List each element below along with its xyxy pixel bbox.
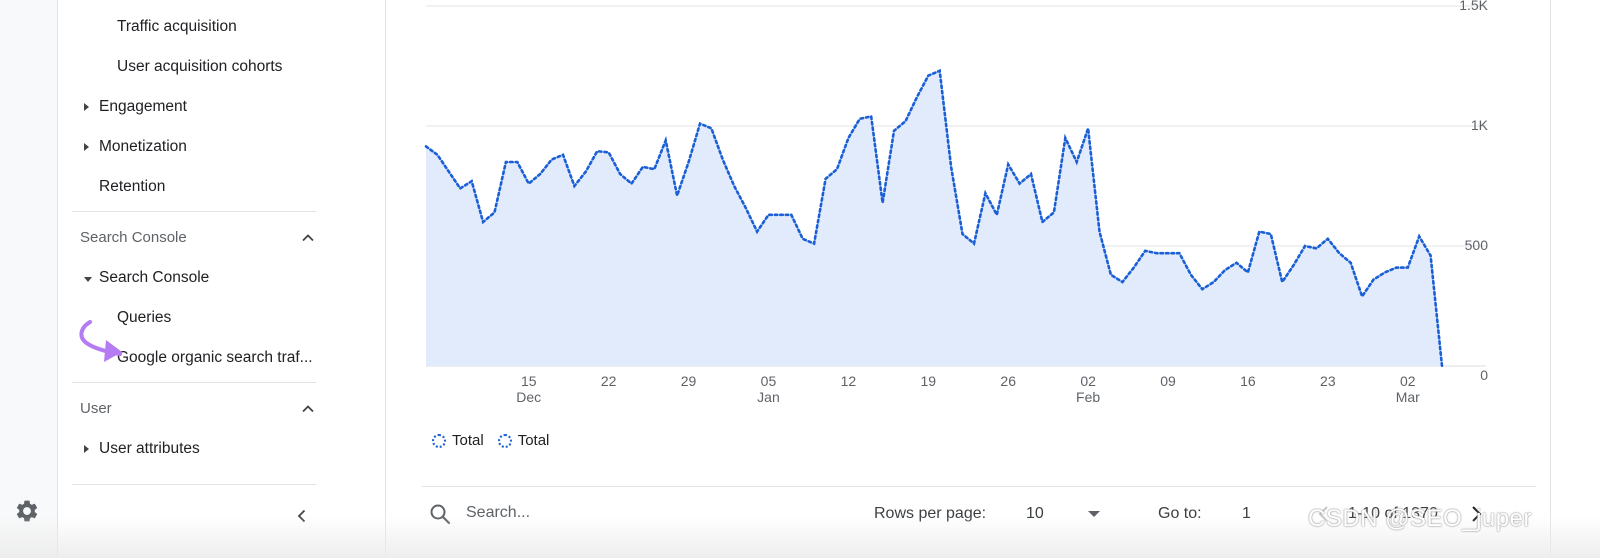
series-line-total[interactable] xyxy=(424,68,1444,368)
chevron-up-icon[interactable] xyxy=(301,402,315,416)
x-tick-label: 22 xyxy=(601,373,617,389)
search-icon xyxy=(430,504,451,525)
x-tick-month-label: Jan xyxy=(757,389,780,405)
gear-icon[interactable] xyxy=(14,498,40,524)
x-tick-label: 05 xyxy=(761,373,777,389)
legend-label: Total xyxy=(517,432,550,449)
section-header-user[interactable]: User xyxy=(80,400,112,417)
section-header-search-console[interactable]: Search Console xyxy=(80,229,187,246)
x-tick-label: 15 xyxy=(521,373,537,389)
x-tick-month-label: Feb xyxy=(1076,389,1100,405)
x-tick-label: 16 xyxy=(1240,373,1256,389)
nav-item-queries[interactable]: Queries xyxy=(117,309,172,326)
nav-item-retention[interactable]: Retention xyxy=(99,178,166,195)
nav-item-label: Engagement xyxy=(99,98,187,115)
goto-page-input[interactable]: 1 xyxy=(1242,505,1251,522)
caret-down-icon xyxy=(84,277,92,282)
report-main: 0 500 1K 1.5K 15 Dec 22 29 05 Jan 12 19 26 02 Feb 09 16 2… xyxy=(386,0,1600,558)
x-tick-label: 23 xyxy=(1320,373,1336,389)
divider xyxy=(422,486,1536,487)
y-tick-label: 1K xyxy=(1471,117,1489,133)
x-tick-label: 19 xyxy=(921,373,937,389)
x-tick-label: 09 xyxy=(1160,373,1176,389)
pointer-arrow-icon xyxy=(79,320,122,362)
nav-item-label: Search Console xyxy=(99,269,210,286)
y-tick-label: 500 xyxy=(1465,237,1489,253)
legend-item[interactable]: Total xyxy=(497,432,550,449)
series-area xyxy=(426,70,1442,367)
chevron-up-icon[interactable] xyxy=(301,231,315,245)
nav-item-google-organic-search-traffic[interactable]: Google organic search traf... xyxy=(117,349,313,366)
legend-series-icon xyxy=(432,433,446,448)
goto-label: Go to: xyxy=(1158,505,1202,522)
x-tick-label: 26 xyxy=(1000,373,1016,389)
divider xyxy=(72,211,316,212)
y-tick-label: 1.5K xyxy=(1459,0,1488,13)
rows-per-page-select[interactable]: 10 xyxy=(1026,505,1044,522)
nav-item-user-acquisition-cohorts[interactable]: User acquisition cohorts xyxy=(117,58,283,75)
caret-right-icon xyxy=(84,445,89,453)
legend-item[interactable]: Total xyxy=(432,432,484,449)
caret-right-icon xyxy=(84,103,89,111)
legend-label: Total xyxy=(452,432,484,449)
rows-per-page-label: Rows per page: xyxy=(874,505,987,522)
table-search-input[interactable] xyxy=(466,498,706,528)
divider xyxy=(72,484,316,485)
y-tick-label: 0 xyxy=(1480,367,1488,383)
x-tick-month-label: Mar xyxy=(1396,389,1420,405)
nav-item-engagement[interactable]: Engagement xyxy=(84,98,187,116)
x-tick-label: 02 xyxy=(1400,373,1416,389)
report-navigation: Traffic acquisition User acquisition coh… xyxy=(58,0,386,558)
nav-item-traffic-acquisition[interactable]: Traffic acquisition xyxy=(117,18,237,35)
x-tick-label: 29 xyxy=(681,373,697,389)
chart-legend: Total Total xyxy=(432,432,549,449)
nav-item-search-console-group[interactable]: Search Console xyxy=(84,269,209,287)
icon-rail xyxy=(0,0,58,558)
nav-item-monetization[interactable]: Monetization xyxy=(84,138,187,156)
chevron-left-icon[interactable] xyxy=(294,508,310,524)
panel-border xyxy=(1550,0,1551,558)
divider xyxy=(72,382,316,383)
nav-item-user-attributes[interactable]: User attributes xyxy=(84,440,200,458)
x-tick-month-label: Dec xyxy=(516,389,541,405)
dropdown-caret-icon[interactable] xyxy=(1088,511,1100,517)
nav-item-label: Monetization xyxy=(99,138,187,155)
watermark: CSDN @SEO_juper xyxy=(1308,505,1532,532)
x-tick-label: 12 xyxy=(841,373,857,389)
caret-right-icon xyxy=(84,143,89,151)
x-tick-label: 02 xyxy=(1080,373,1096,389)
legend-series-icon xyxy=(497,433,512,448)
nav-item-label: User attributes xyxy=(99,440,200,457)
